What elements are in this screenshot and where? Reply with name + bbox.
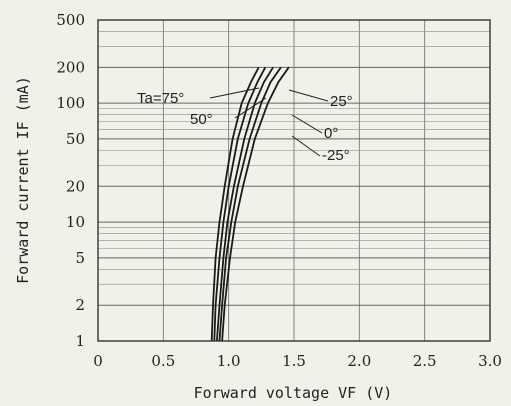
leader-minus-25	[291, 135, 321, 157]
series-line-2	[216, 66, 274, 342]
y-tick-label: 500	[56, 11, 85, 29]
x-tick-label: 1.0	[217, 352, 241, 370]
y-tick-label: 200	[56, 58, 85, 76]
y-tick-label: 100	[56, 94, 85, 112]
x-tick-label: 3.0	[478, 352, 502, 370]
leader-75	[209, 87, 260, 99]
x-tick-label: 1.5	[282, 352, 306, 370]
x-tick-label: 0.5	[151, 352, 175, 370]
grid	[97, 19, 491, 342]
y-tick-label: 10	[66, 213, 85, 231]
label-25: 25°	[330, 93, 353, 110]
y-axis-label: Forward current IF (mA)	[14, 76, 32, 284]
plot-frame	[97, 19, 491, 342]
series-line-4	[221, 66, 290, 342]
x-axis-label: Forward voltage VF (V)	[194, 384, 393, 402]
label-ta-75: Ta=75°	[137, 90, 184, 107]
x-tick-labels: 0 0.5 1.0 1.5 2.0 2.5 3.0	[93, 352, 502, 370]
label-0: 0°	[324, 125, 338, 142]
x-tick-label: 0	[93, 352, 103, 370]
series-line-3	[218, 66, 282, 342]
leader-0	[291, 114, 323, 134]
y-tick-label: 5	[75, 249, 85, 267]
x-tick-label: 2.5	[413, 352, 437, 370]
y-tick-label: 20	[66, 177, 85, 195]
y-tick-label: 2	[75, 296, 85, 314]
y-tick-label: 50	[66, 130, 85, 148]
leader-25	[288, 89, 329, 102]
series-line-0	[210, 66, 260, 342]
x-tick-label: 2.0	[347, 352, 371, 370]
y-tick-label: 1	[75, 332, 85, 350]
curve-annotations: Ta=75° 50° 25° 0° -25°	[137, 87, 353, 164]
label-50: 50°	[190, 111, 213, 128]
label-minus-25: -25°	[322, 147, 350, 164]
y-tick-labels: 1 2 5 10 20 50 100 200 500	[56, 11, 85, 350]
curves	[210, 66, 290, 342]
leader-50	[234, 97, 267, 119]
